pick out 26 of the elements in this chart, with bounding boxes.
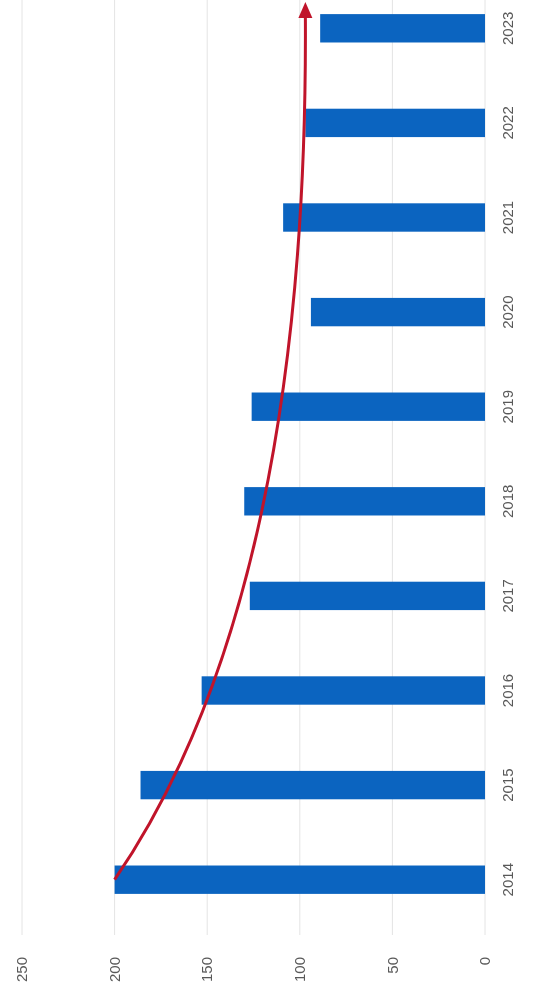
x-tick-label: 0 — [476, 957, 494, 966]
y-tick-label: 2016 — [499, 673, 517, 708]
y-tick-label: 2014 — [499, 863, 517, 897]
y-tick-label: 2019 — [499, 390, 517, 424]
y-tick-label: 2017 — [499, 579, 517, 613]
y-tick-label: 2020 — [499, 295, 517, 329]
x-tick-label: 250 — [13, 957, 31, 983]
bar — [251, 392, 485, 421]
bar — [320, 14, 485, 43]
y-tick-label: 2023 — [499, 11, 517, 45]
y-tick-label: 2022 — [499, 106, 517, 140]
bar — [140, 770, 485, 800]
bar — [244, 487, 485, 516]
y-tick-label: 2015 — [499, 768, 517, 802]
bar — [114, 865, 485, 894]
y-tick-label: 2018 — [499, 484, 517, 518]
bar — [283, 203, 485, 232]
x-tick-label: 100 — [291, 957, 309, 983]
bar — [201, 676, 485, 705]
x-tick-label: 200 — [105, 957, 123, 983]
x-tick-label: 50 — [383, 957, 401, 974]
bar — [310, 297, 485, 327]
bar — [305, 108, 485, 138]
bar — [249, 581, 485, 611]
y-tick-label: 2021 — [499, 200, 517, 235]
x-tick-label: 150 — [198, 957, 216, 983]
